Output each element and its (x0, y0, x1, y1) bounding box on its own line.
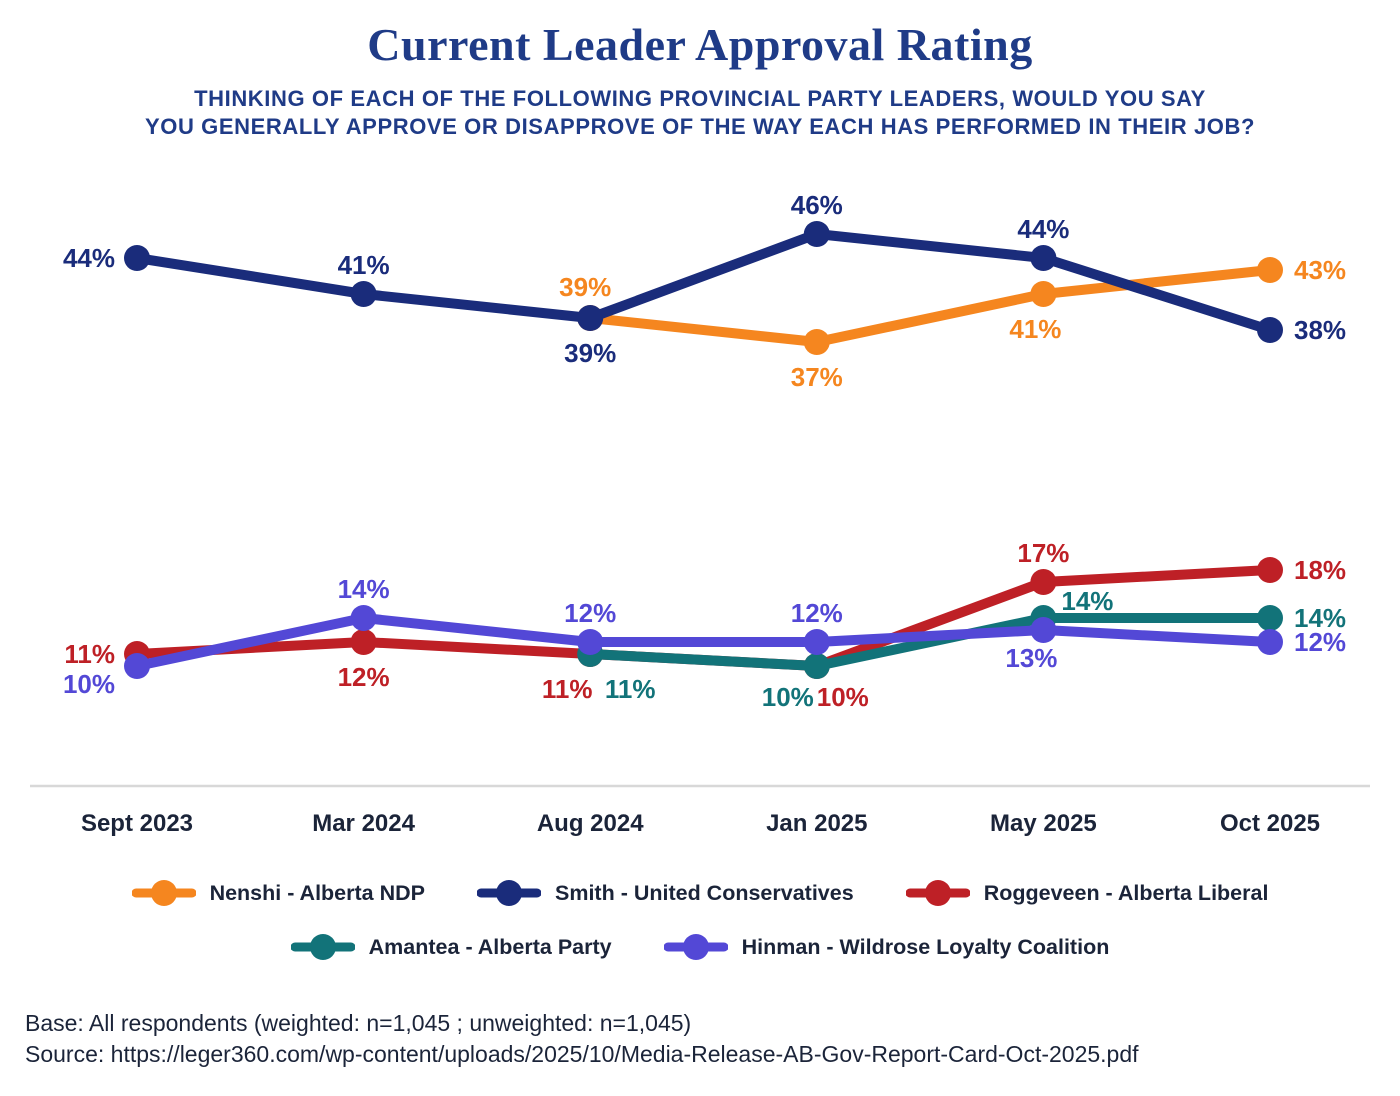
legend-label: Roggeveen - Alberta Liberal (983, 880, 1269, 905)
approval-line-chart: Sept 2023 Mar 2024 Aug 2024 Jan 2025 May 202… (30, 190, 1370, 837)
data-point (577, 305, 604, 331)
x-tick-label: Jan 2025 (766, 810, 867, 837)
series-line (132, 613, 1275, 671)
legend-row: Amantea - Alberta Party Hinman - Wildrose… (0, 924, 1400, 970)
value-label: 14% (1061, 586, 1113, 616)
value-label: 14% (1294, 603, 1346, 633)
value-label: 11% (605, 674, 656, 704)
value-label: 41% (338, 250, 390, 280)
value-label: 14% (338, 574, 390, 604)
legend-marker-icon (477, 880, 541, 906)
value-label: 41% (1009, 314, 1061, 344)
legend-item: Nenshi - Alberta NDP (131, 870, 425, 916)
legend-label: Hinman - Wildrose Loyalty Coalition (741, 934, 1110, 959)
data-point (1030, 245, 1057, 271)
series-line (585, 265, 1275, 347)
value-label: 10% (63, 669, 115, 699)
data-point (350, 605, 377, 631)
legend-label: Nenshi - Alberta NDP (209, 880, 425, 905)
base-note: Base: All respondents (weighted: n=1,045… (25, 1010, 692, 1036)
data-point (803, 221, 830, 247)
data-point (1257, 629, 1283, 655)
x-tick-label: Oct 2025 (1220, 810, 1320, 837)
value-label: 12% (791, 598, 843, 628)
chart-footer: Base: All respondents (weighted: n=1,045… (25, 1008, 1375, 1070)
chart-legend: Nenshi - Alberta NDP Smith - United Conse… (0, 870, 1400, 970)
value-label: 18% (1294, 555, 1346, 585)
data-point (1030, 281, 1057, 307)
value-label: 37% (791, 362, 843, 392)
data-point (350, 629, 377, 655)
value-label: 39% (564, 338, 616, 368)
value-label: 11% (64, 639, 115, 669)
legend-label: Amantea - Alberta Party (368, 934, 612, 959)
legend-item: Smith - United Conservatives (477, 870, 854, 916)
data-point (1257, 257, 1283, 283)
value-label: 43% (1294, 255, 1346, 285)
x-tick-label: Aug 2024 (537, 810, 644, 837)
value-label: 44% (63, 243, 115, 273)
data-point (803, 653, 830, 679)
page-title: Current Leader Approval Rating (367, 19, 1033, 70)
value-label: 12% (1294, 627, 1346, 657)
subtitle-line-1: THINKING OF EACH OF THE FOLLOWING PROVIN… (194, 86, 1206, 111)
data-point (1257, 605, 1283, 631)
value-label: 11% (542, 674, 593, 704)
data-point (1030, 617, 1057, 643)
data-point (1257, 317, 1283, 343)
data-point (1030, 569, 1057, 595)
data-point (803, 629, 830, 655)
value-label: 39% (559, 272, 611, 302)
legend-item: Amantea - Alberta Party (290, 924, 612, 970)
legend-label: Smith - United Conservatives (555, 880, 854, 905)
legend-item: Roggeveen - Alberta Liberal (905, 870, 1269, 916)
data-point (803, 329, 830, 355)
legend-marker-icon (663, 934, 728, 960)
x-tick-label: May 2025 (990, 810, 1097, 837)
chart-subtitle: THINKING OF EACH OF THE FOLLOWING PROVIN… (0, 85, 1400, 141)
x-tick-label: Mar 2024 (312, 810, 415, 837)
data-point (124, 653, 150, 679)
value-label: 38% (1294, 315, 1346, 345)
value-label: 44% (1017, 214, 1069, 244)
source-note: Source: https://leger360.com/wp-content/… (25, 1041, 1139, 1067)
value-label: 46% (791, 190, 843, 220)
value-label: 12% (338, 662, 390, 692)
subtitle-line-2: YOU GENERALLY APPROVE OR DISAPPROVE OF T… (144, 114, 1256, 139)
legend-marker-icon (290, 934, 355, 960)
value-label: 10% (817, 682, 869, 712)
x-tick-label: Sept 2023 (81, 810, 193, 837)
chart-header: Current Leader Approval Rating THINKING … (0, 0, 1400, 141)
value-label: 17% (1017, 538, 1069, 568)
value-label: 13% (1005, 643, 1057, 673)
data-point (1257, 557, 1283, 583)
value-label: 12% (564, 598, 616, 628)
legend-marker-icon (131, 880, 196, 906)
legend-item: Hinman - Wildrose Loyalty Coalition (663, 924, 1110, 970)
legend-marker-icon (905, 880, 970, 906)
data-point (350, 281, 377, 307)
data-point (124, 245, 150, 271)
series-line (132, 229, 1275, 335)
data-point (577, 629, 604, 655)
value-label: 10% (762, 682, 814, 712)
series-line (585, 613, 1275, 671)
legend-row: Nenshi - Alberta NDP Smith - United Conse… (0, 870, 1400, 916)
